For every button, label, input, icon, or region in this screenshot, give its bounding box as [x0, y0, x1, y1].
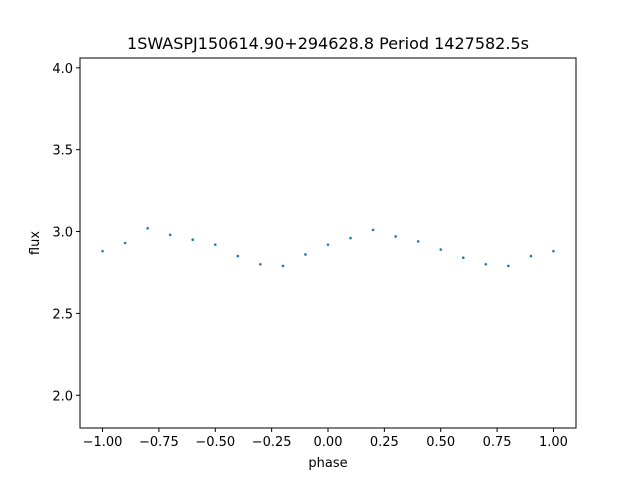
data-point	[168, 233, 172, 237]
data-point	[101, 249, 104, 253]
data-point	[461, 256, 465, 260]
x-axis-label: phase	[308, 456, 347, 471]
data-point	[349, 236, 352, 240]
data-point	[529, 254, 533, 258]
x-tick-label: −1.00	[83, 435, 123, 450]
y-tick-label: 3.0	[52, 226, 73, 241]
x-tick-label: −0.50	[195, 435, 235, 450]
scatter-points	[101, 226, 555, 268]
data-point	[416, 240, 420, 243]
y-tick-label: 2.0	[52, 389, 73, 404]
x-tick-label: 0.25	[370, 435, 399, 450]
data-point	[371, 228, 375, 232]
y-axis-label: flux	[28, 231, 43, 255]
data-point	[259, 262, 262, 266]
data-point	[191, 238, 195, 242]
data-point	[281, 264, 285, 268]
data-point	[213, 243, 217, 246]
chart-title: 1SWASPJ150614.90+294628.8 Period 1427582…	[127, 34, 529, 53]
x-tick-label: −0.75	[139, 435, 179, 450]
y-tick-label: 3.5	[52, 144, 73, 159]
data-point	[507, 264, 510, 268]
x-tick-label: 0.00	[314, 435, 343, 450]
data-point	[552, 249, 555, 253]
x-tick-label: −0.25	[252, 435, 292, 450]
data-point	[484, 262, 488, 266]
x-axis-ticks: −1.00 −0.75 −0.50 −0.25 0.00 0.25 0.50 0.75 1.00	[83, 428, 568, 450]
y-tick-label: 4.0	[52, 62, 73, 77]
data-point	[439, 248, 443, 251]
y-tick-label: 2.5	[52, 307, 73, 322]
x-tick-label: 0.50	[426, 435, 455, 450]
data-point	[123, 241, 127, 245]
data-point	[236, 254, 240, 258]
data-point	[326, 243, 330, 246]
y-axis-ticks: 2.0 2.5 3.0 3.5 4.0	[52, 62, 80, 404]
x-tick-label: 1.00	[539, 435, 568, 450]
data-point	[304, 253, 307, 256]
data-point	[146, 226, 149, 230]
data-point	[394, 235, 397, 238]
x-tick-label: 0.75	[483, 435, 512, 450]
